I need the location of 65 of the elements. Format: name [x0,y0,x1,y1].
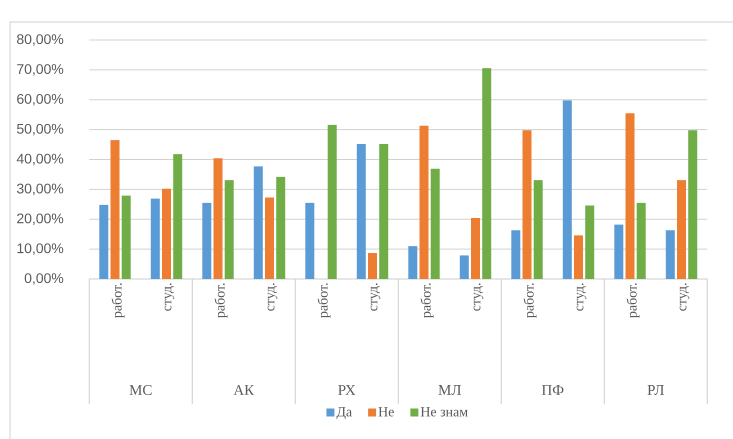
legend-label: Не [378,407,394,416]
x-tick-label: работ. [420,283,434,318]
x-tick-label: студ. [268,283,278,311]
y-tick-label: 10,00% [17,243,64,255]
bar [379,144,388,279]
text: МС [130,384,152,396]
y-tick-label: 30,00% [16,184,64,196]
bar [430,168,440,279]
bar [162,188,171,279]
bar [99,204,108,279]
y-tick-label: 50,00% [16,124,64,136]
bar [614,224,624,279]
bar [511,230,520,279]
bar [626,113,635,279]
y-tick-label: 0,00% [24,273,64,285]
bar [636,202,646,279]
bar [110,140,120,279]
bar [265,197,274,279]
bar [356,144,366,279]
x-tick-label: студ. [680,283,690,311]
y-tick-label: 40,00% [16,154,64,166]
x-tick-label: работ. [626,283,640,318]
text: РХ [338,385,356,395]
bar [276,176,286,279]
x-tick-label: студ. [576,283,586,311]
text: АК [234,385,254,395]
x-tick-label: работ. [524,283,536,318]
x-tick-label: студ. [164,283,174,311]
text: ПФ [542,385,564,395]
y-tick-label: 80,00% [17,34,64,46]
bar [666,230,675,279]
x-tick-label: студ. [370,283,380,311]
text: РЛ [648,385,664,395]
bar [328,124,337,279]
bar [214,158,222,279]
legend-label: Да [336,407,352,420]
bar [368,253,378,279]
bar [562,100,572,279]
x-tick-label: работ. [214,283,228,318]
x-tick-label: работ. [318,283,330,318]
bar [122,196,131,279]
bar [254,166,263,279]
bar [585,206,594,279]
bar [534,180,543,279]
bar [677,180,686,279]
bar [224,180,234,279]
y-tick-label: 60,00% [17,94,64,106]
bar [420,126,429,279]
y-tick-label: 70,00% [17,64,64,76]
bar [305,202,314,279]
x-tick-label: работ. [112,283,124,318]
bar [460,255,469,279]
text: МЛ [438,385,462,395]
legend-label: Не знам [420,407,468,416]
bar [408,246,418,279]
y-tick-label: 20,00% [17,213,64,226]
bar [522,130,532,279]
bar [688,130,698,279]
bar [471,218,480,279]
x-tick-label: студ. [474,283,484,311]
bar [173,154,182,279]
bar [574,235,584,279]
bar [202,202,212,279]
bar [150,198,160,279]
bar [482,68,492,279]
